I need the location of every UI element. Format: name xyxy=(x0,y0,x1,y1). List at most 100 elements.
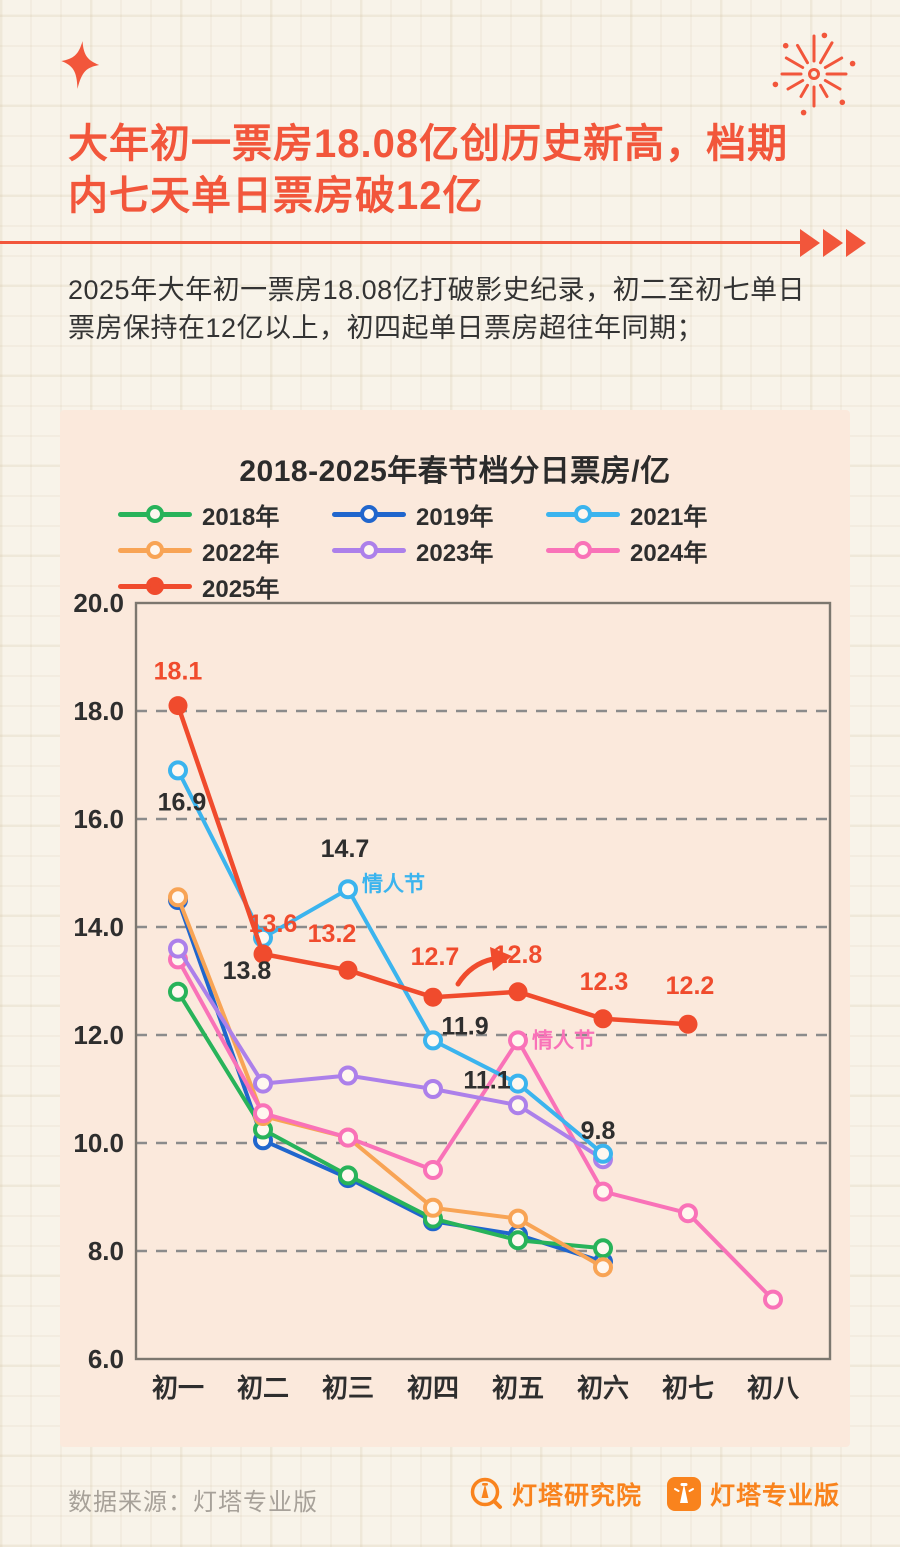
x-tick-6: 初六 xyxy=(577,1373,629,1403)
legend-item-2024年: 2024年 xyxy=(546,532,760,568)
point-2021年-4 xyxy=(423,1030,443,1051)
legend-marker-line xyxy=(118,541,192,559)
divider-line xyxy=(0,241,800,244)
lighthouse-app-icon xyxy=(666,1477,701,1511)
series-line-2018年 xyxy=(176,989,605,1251)
legend-label: 2023年 xyxy=(416,539,494,567)
y-tick-14.0: 14.0 xyxy=(73,912,124,942)
legend-marker-dot xyxy=(146,541,164,559)
point-2018年-6 xyxy=(593,1238,613,1259)
value-label-12.2: 12.2 xyxy=(666,972,715,1000)
brand-lighthouse-pro: 灯塔专业版 xyxy=(666,1476,840,1512)
annotation-valentines: 情人节 xyxy=(532,1028,595,1052)
point-2018年-3 xyxy=(338,1165,358,1186)
legend-item-2023年: 2023年 xyxy=(332,532,546,568)
lighthouse-magnifier-icon xyxy=(470,1477,502,1509)
divider-arrows-icon xyxy=(800,229,866,257)
x-tick-3: 初三 xyxy=(322,1373,374,1403)
point-2023年-5 xyxy=(508,1095,528,1116)
legend-item-2022年: 2022年 xyxy=(118,532,332,568)
legend-label: 2018年 xyxy=(202,503,280,531)
point-2022年-1 xyxy=(168,887,188,908)
point-2021年-5 xyxy=(508,1073,528,1094)
value-label-11.9: 11.9 xyxy=(441,1012,488,1040)
sparkle-star-icon xyxy=(61,41,100,89)
page-title-line1: 大年初一票房18.08亿创历史新高，档期 xyxy=(68,122,789,166)
legend-label: 2022年 xyxy=(202,539,280,567)
point-2025年-4 xyxy=(423,987,443,1007)
point-2024年-2 xyxy=(253,1103,273,1124)
legend-marker-dot xyxy=(360,541,378,559)
chart-card: 2018-2025年春节档分日票房/亿 2018年 2019年 2021年 2022年… xyxy=(60,410,850,1447)
y-tick-8.0: 8.0 xyxy=(88,1236,124,1266)
legend-marker-line xyxy=(546,505,620,523)
point-2018年-5 xyxy=(508,1230,528,1251)
value-label-9.8: 9.8 xyxy=(581,1117,616,1145)
legend-marker-dot xyxy=(360,505,378,523)
legend-item-2018年: 2018年 xyxy=(118,496,332,532)
brand-lighthouse-research: 灯塔研究院 xyxy=(468,1476,642,1512)
point-2024年-6 xyxy=(593,1181,613,1202)
chart-canvas: 20.0 18.0 16.0 14.0 12.0 10.0 8.0 6.0 初一 初二 初三 初四 初五… xyxy=(73,588,832,1403)
brand-label: 灯塔研究院 xyxy=(511,1482,642,1510)
y-tick-18.0: 18.0 xyxy=(73,696,124,726)
legend-marker-dot xyxy=(574,505,592,523)
point-2023年-1 xyxy=(168,938,188,959)
point-2022年-4 xyxy=(423,1197,443,1218)
legend-marker-line xyxy=(332,505,406,523)
point-2018年-1 xyxy=(168,981,188,1002)
plot-border xyxy=(134,601,832,1361)
legend-item-2021年: 2021年 xyxy=(546,496,760,532)
point-2022年-6 xyxy=(593,1257,613,1278)
legend-label: 2021年 xyxy=(630,503,708,531)
point-2024年-7 xyxy=(678,1203,698,1224)
value-label-12.3: 12.3 xyxy=(580,968,629,996)
x-tick-8: 初八 xyxy=(747,1373,800,1403)
point-2024年-8 xyxy=(763,1289,783,1310)
series-line-2019年 xyxy=(176,898,605,1264)
point-2021年-6 xyxy=(593,1143,613,1164)
legend-marker-dot xyxy=(146,505,164,523)
y-tick-6.0: 6.0 xyxy=(88,1344,124,1374)
point-2024年-3 xyxy=(338,1127,358,1148)
page-title: 大年初一票房18.08亿创历史新高，档期 内七天单日票房破12亿 xyxy=(68,118,868,222)
point-2023年-3 xyxy=(338,1065,358,1086)
point-2021年-3 xyxy=(338,879,358,900)
value-label-18.1: 18.1 xyxy=(154,658,203,686)
subtitle-text: 2025年大年初一票房18.08亿打破影史纪录，初二至初七单日票房保持在12亿以… xyxy=(68,275,806,343)
value-label-16.9: 16.9 xyxy=(158,788,207,816)
legend-marker-line xyxy=(332,541,406,559)
legend-marker-dot xyxy=(574,541,592,559)
point-2024年-4 xyxy=(423,1160,443,1180)
x-tick-4: 初四 xyxy=(407,1373,459,1403)
legend-item-2019年: 2019年 xyxy=(332,496,546,532)
point-2025年-6 xyxy=(593,1009,613,1029)
value-label-11.1: 11.1 xyxy=(463,1067,510,1095)
legend-marker-line xyxy=(546,541,620,559)
legend-marker-line xyxy=(118,505,192,523)
y-tick-10.0: 10.0 xyxy=(73,1128,124,1158)
trend-arrow-head xyxy=(490,947,512,971)
chart-legend: 2018年 2019年 2021年 2022年 2023年 2024年 2025年 xyxy=(118,496,760,604)
point-2025年-7 xyxy=(678,1014,698,1034)
legend-marker-dot xyxy=(146,577,164,595)
legend-label: 2024年 xyxy=(630,539,708,567)
value-label-14.7: 14.7 xyxy=(321,835,370,863)
series-line-2024年 xyxy=(176,957,775,1302)
point-2025年-3 xyxy=(338,960,358,980)
value-label-12.7: 12.7 xyxy=(411,943,460,971)
y-tick-20.0: 20.0 xyxy=(73,588,124,618)
chart-title: 2018-2025年春节档分日票房/亿 xyxy=(239,455,671,488)
annotation-valentines: 情人节 xyxy=(362,872,425,896)
x-tick-7: 初七 xyxy=(662,1373,714,1403)
trend-arrow xyxy=(455,956,496,987)
legend-marker-line xyxy=(118,577,192,595)
series-line-2022年 xyxy=(176,895,605,1270)
brand-label: 灯塔专业版 xyxy=(709,1482,840,1510)
point-2021年-1 xyxy=(168,760,188,781)
point-2025年-2 xyxy=(253,944,273,964)
value-label-13.6: 13.6 xyxy=(249,910,298,938)
x-tick-2: 初二 xyxy=(237,1373,289,1403)
legend-item-2025年: 2025年 xyxy=(118,568,332,604)
